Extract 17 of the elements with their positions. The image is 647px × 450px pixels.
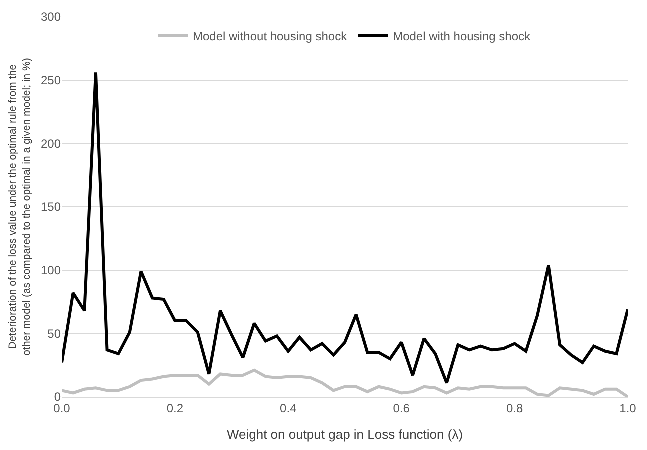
y-axis-title: Deterioration of the loss value under the optimal rule from the other model (as compared to the optimal in a given model; in %) xyxy=(7,58,33,356)
y-tick-label: 300 xyxy=(40,10,62,24)
line-series xyxy=(62,71,628,385)
y-tick-label: 200 xyxy=(40,136,62,151)
x-tick-label: 0.8 xyxy=(506,401,524,416)
y-tick-label: 50 xyxy=(48,326,62,341)
y-tick-label: 150 xyxy=(40,200,62,214)
legend-label: Model with housing shock xyxy=(393,30,532,44)
line-series xyxy=(62,368,628,397)
y-tick-label: 100 xyxy=(40,264,62,278)
x-tick-label: 0.6 xyxy=(393,401,410,416)
x-axis-title: Weight on output gap in Loss function (λ) xyxy=(226,427,464,442)
x-tick-label: 0.4 xyxy=(280,401,298,416)
x-tick-label: 0.2 xyxy=(166,401,184,416)
legend-label: Model without housing shock xyxy=(193,30,348,44)
x-tick-label: 1.0 xyxy=(620,401,637,416)
y-tick-label: 250 xyxy=(40,74,62,88)
